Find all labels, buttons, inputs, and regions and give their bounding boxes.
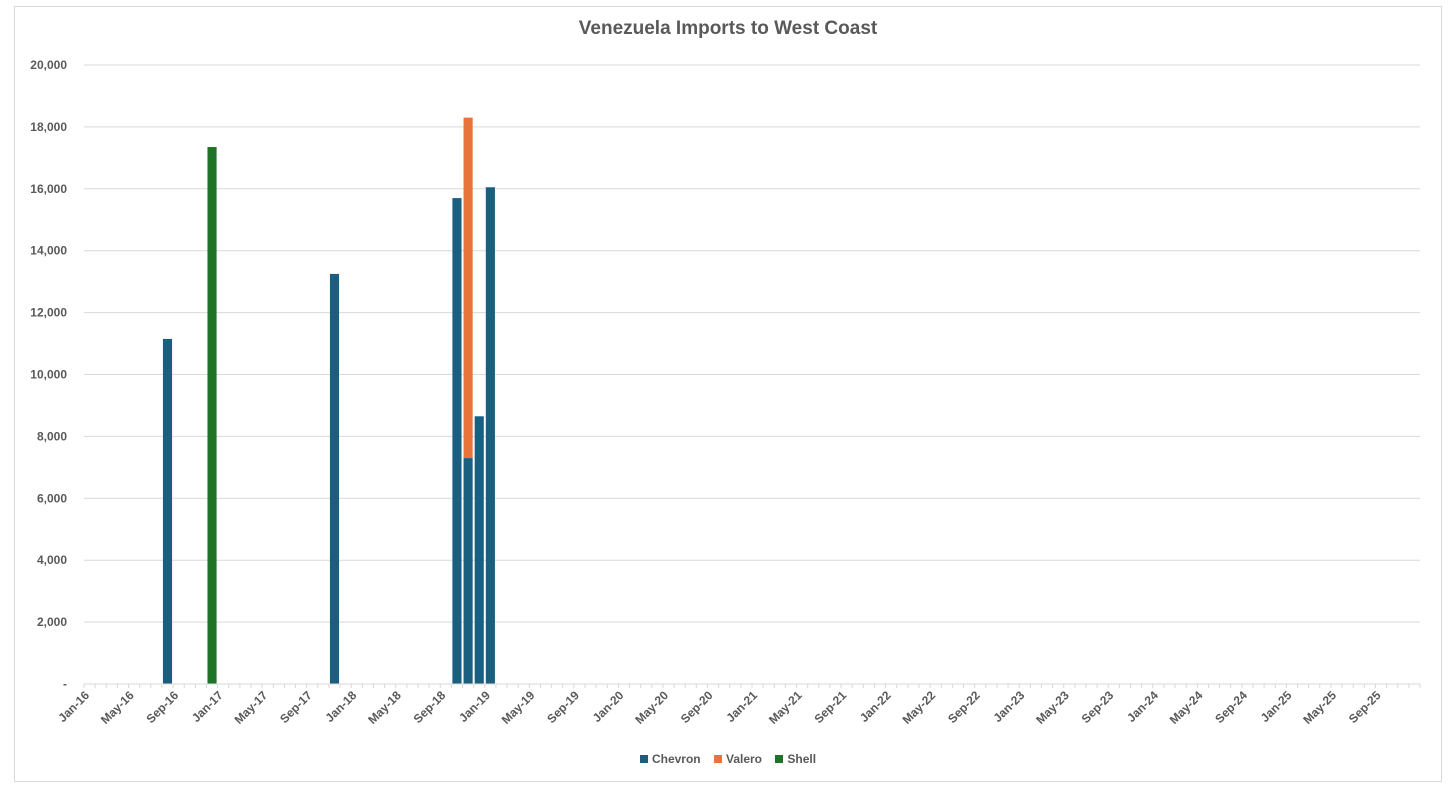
x-tick-label: Jan-21	[723, 688, 760, 725]
x-tick-label: Sep-24	[1212, 688, 1250, 726]
x-axis	[83, 683, 1421, 688]
x-tick-label: May-24	[1167, 688, 1206, 727]
legend-label-chevron: Chevron	[651, 752, 701, 766]
x-tick-label: Sep-21	[811, 688, 849, 726]
x-tick-label: May-25	[1300, 688, 1339, 727]
y-tick-label: 18,000	[30, 120, 67, 134]
x-tick-label: Jan-18	[323, 688, 360, 725]
x-tick-label: Sep-23	[1079, 688, 1117, 726]
y-tick-label: -	[63, 677, 67, 691]
legend: Chevron Valero Shell	[0, 752, 1456, 766]
x-tick-label: Jan-22	[857, 688, 894, 725]
x-tick-label: May-19	[499, 688, 538, 727]
chart-frame	[14, 6, 1442, 782]
x-tick-label: Jan-16	[55, 688, 92, 725]
legend-swatch-shell	[775, 755, 784, 763]
x-tick-label: May-23	[1033, 688, 1072, 727]
legend-item-chevron[interactable]: Chevron	[639, 752, 701, 766]
x-tick-label: Sep-16	[143, 688, 181, 726]
legend-item-shell[interactable]: Shell	[775, 752, 816, 766]
x-tick-label: Jan-24	[1124, 688, 1161, 725]
x-axis-labels: Jan-16 May-16 Sep-16 Jan-17 May-17 Sep-17 Jan-…	[55, 688, 1383, 727]
legend-swatch-valero	[713, 755, 722, 763]
bar-chevron-nov-18	[463, 458, 473, 684]
legend-label-valero: Valero	[725, 752, 763, 766]
bar-chevron-dec-18	[474, 416, 484, 684]
x-tick-label: Jan-19	[456, 688, 493, 725]
legend-label-shell: Shell	[787, 752, 817, 766]
x-tick-label: May-16	[98, 688, 137, 727]
x-tick-label: Jan-20	[590, 688, 627, 725]
y-axis-labels: - 2,000 4,000 6,000 8,000 10,000 12,000 14,000 1…	[30, 58, 67, 691]
x-tick-label: May-18	[365, 688, 404, 727]
x-tick-label: Jan-17	[189, 688, 226, 725]
x-tick-label: Sep-18	[411, 688, 449, 726]
y-tick-label: 8,000	[37, 429, 67, 443]
bar-shell-dec-16	[207, 147, 217, 684]
bar-chevron-jan-19	[485, 187, 495, 684]
bar-valero-nov-18	[463, 117, 473, 459]
x-tick-label: May-21	[766, 688, 805, 727]
x-tick-label: Jan-23	[991, 688, 1028, 725]
y-tick-label: 4,000	[37, 553, 67, 567]
bar-chevron-nov-17	[329, 273, 340, 684]
y-tick-label: 16,000	[30, 182, 67, 196]
y-tick-label: 20,000	[30, 58, 67, 72]
x-tick-label: Sep-19	[544, 688, 582, 726]
legend-swatch-chevron	[639, 755, 648, 763]
x-tick-label: May-17	[232, 688, 271, 727]
chart-title: Venezuela Imports to West Coast	[578, 18, 878, 39]
y-tick-label: 2,000	[37, 615, 67, 629]
bar-chevron-oct-18	[452, 198, 462, 684]
x-tick-label: May-22	[900, 688, 939, 727]
bar-chevron-aug-16	[162, 338, 173, 684]
y-tick-label: 12,000	[30, 306, 67, 320]
y-tick-label: 6,000	[37, 491, 67, 505]
x-tick-label: Sep-25	[1346, 688, 1384, 726]
x-tick-label: May-20	[632, 688, 671, 727]
x-tick-label: Sep-17	[277, 688, 315, 726]
legend-item-valero[interactable]: Valero	[713, 752, 763, 766]
grid-lines	[84, 64, 1420, 623]
y-tick-label: 10,000	[30, 368, 67, 382]
x-tick-label: Sep-20	[678, 688, 716, 726]
x-tick-label: Jan-25	[1258, 688, 1295, 725]
bars	[162, 117, 495, 684]
x-tick-label: Sep-22	[945, 688, 983, 726]
y-tick-label: 14,000	[30, 244, 67, 258]
